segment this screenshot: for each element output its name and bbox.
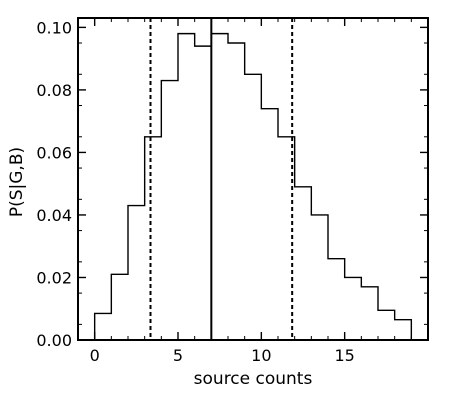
plot-frame (77, 17, 429, 341)
x-tick-label: 5 (173, 346, 183, 365)
x-axis-label: source counts (194, 369, 313, 389)
y-tick-label: 0.10 (36, 18, 72, 37)
y-tick-label: 0.02 (36, 268, 72, 287)
x-tick-label: 15 (334, 346, 354, 365)
histogram-steps (93, 32, 413, 340)
y-tick-label: 0.04 (36, 206, 72, 225)
y-tick-label: 0.08 (36, 81, 72, 100)
y-tick-label: 0.00 (36, 331, 72, 350)
x-tick-label: 10 (251, 346, 271, 365)
y-axis-label: P(S|G,B) (7, 147, 27, 217)
y-tick-label: 0.06 (36, 143, 72, 162)
x-tick-label: 0 (90, 346, 100, 365)
